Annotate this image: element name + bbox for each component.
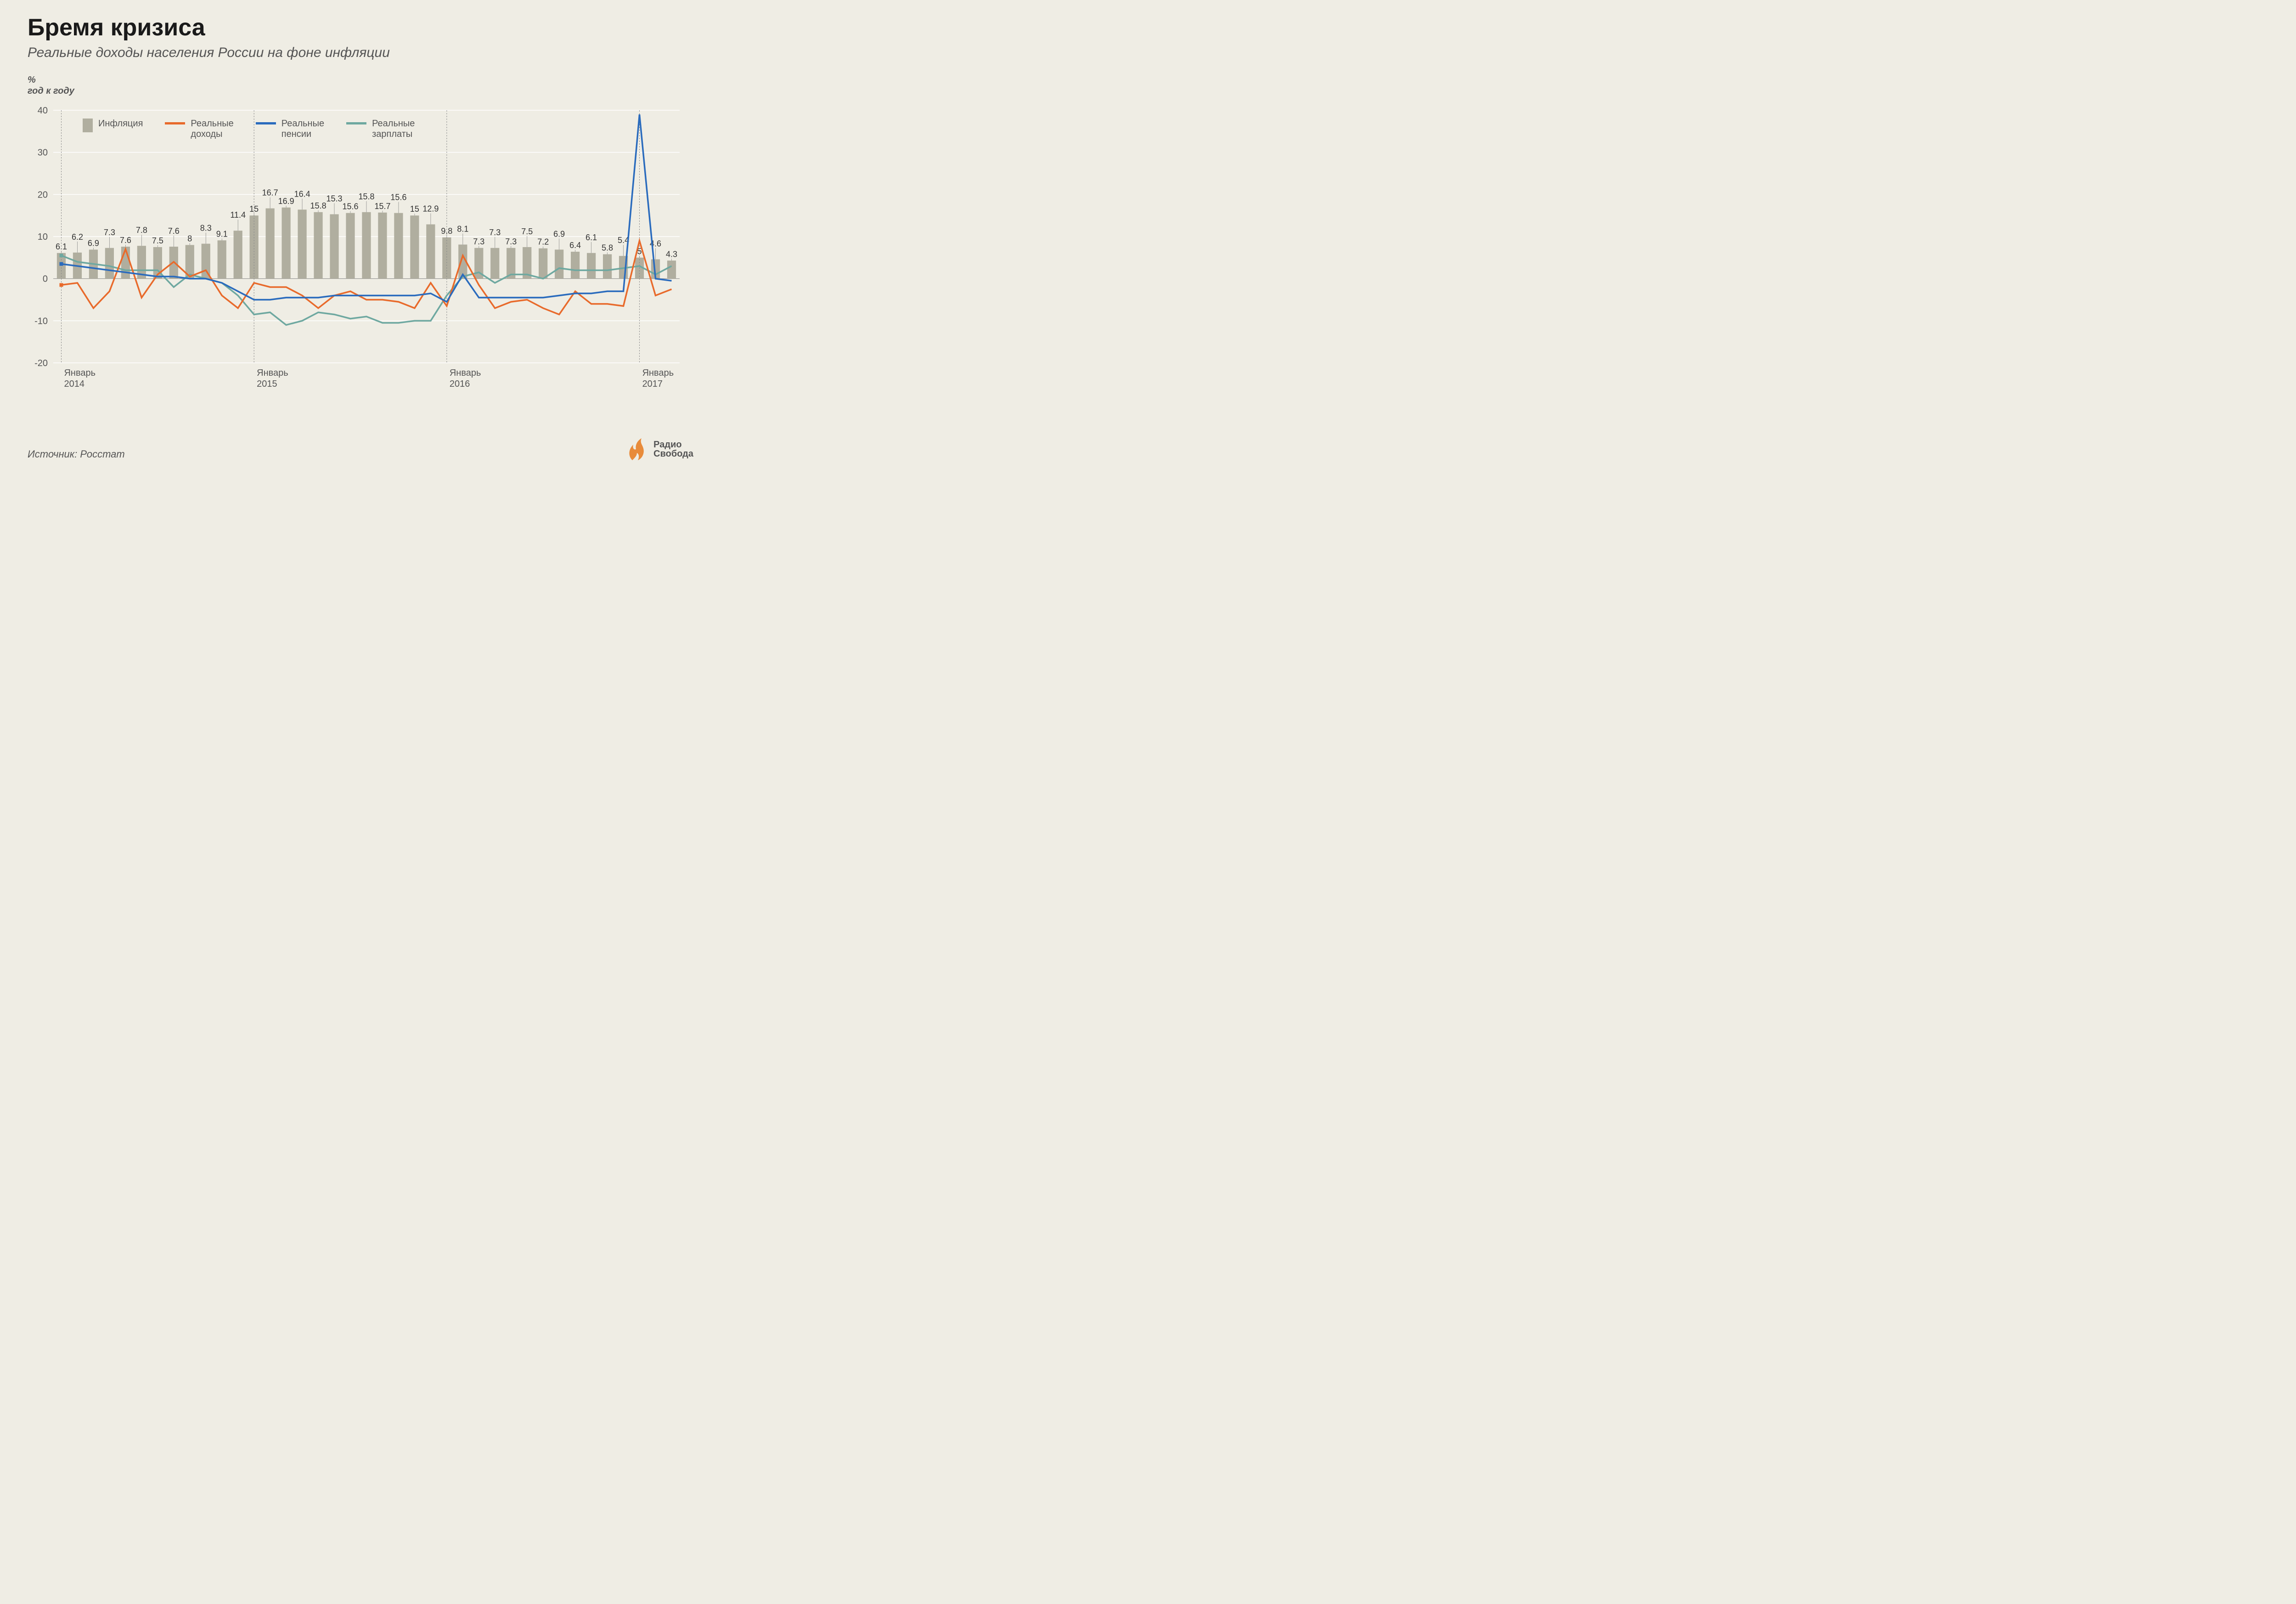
bar-value-label: 7.8 bbox=[136, 226, 147, 235]
series-start-marker bbox=[59, 262, 63, 266]
inflation-bar bbox=[410, 215, 419, 279]
legend-item: Реальныепенсии bbox=[256, 119, 324, 140]
bar-value-label: 15.7 bbox=[374, 202, 390, 211]
bar-value-label: 15.3 bbox=[326, 194, 343, 203]
bar-value-label: 8.1 bbox=[457, 224, 468, 233]
inflation-bar bbox=[603, 254, 612, 279]
bar-value-label: 6.2 bbox=[72, 232, 83, 242]
bar-value-label: 16.7 bbox=[262, 188, 278, 198]
bar-value-label: 15.8 bbox=[358, 192, 374, 201]
y-tick-label: 40 bbox=[38, 106, 48, 116]
y-tick-label: -20 bbox=[34, 358, 48, 368]
inflation-bar bbox=[105, 248, 114, 279]
inflation-bar bbox=[378, 213, 387, 279]
source-text: Источник: Росстат bbox=[28, 448, 125, 460]
y-tick-label: -10 bbox=[34, 316, 48, 326]
chart-subtitle: Реальные доходы населения России на фоне… bbox=[28, 45, 689, 61]
inflation-bar bbox=[346, 213, 355, 279]
bar-value-label: 7.5 bbox=[152, 236, 163, 245]
y-axis-label: % год к году bbox=[28, 74, 689, 96]
inflation-bar bbox=[250, 215, 259, 279]
legend-label: Реальныепенсии bbox=[281, 119, 324, 140]
brand-logo: РадиоСвобода bbox=[623, 436, 693, 462]
x-axis-label: 2015 bbox=[257, 379, 277, 389]
chart-title: Бремя кризиса bbox=[28, 14, 689, 41]
inflation-bar bbox=[330, 214, 338, 278]
bar-value-label: 7.6 bbox=[120, 236, 131, 245]
bar-value-label: 7.5 bbox=[521, 227, 533, 236]
inflation-bar bbox=[314, 212, 322, 279]
bar-value-label: 16.4 bbox=[294, 189, 310, 198]
x-axis-label: Январь bbox=[642, 368, 674, 378]
bar-value-label: 6.9 bbox=[553, 229, 565, 238]
x-axis-label: 2016 bbox=[450, 379, 470, 389]
y-tick-label: 10 bbox=[38, 232, 48, 242]
inflation-bar bbox=[298, 209, 306, 278]
bar-value-label: 6.4 bbox=[569, 241, 581, 250]
legend-item: Инфляция bbox=[83, 119, 143, 132]
inflation-bar bbox=[490, 248, 499, 279]
legend-label: Инфляция bbox=[98, 119, 143, 129]
legend-swatch bbox=[346, 122, 366, 124]
x-axis-label: Январь bbox=[64, 368, 96, 378]
bar-value-label: 7.6 bbox=[168, 226, 180, 236]
bar-value-label: 15.6 bbox=[390, 193, 406, 202]
bar-value-label: 7.3 bbox=[104, 228, 115, 237]
x-axis-label: Январь bbox=[450, 368, 481, 378]
legend-item: Реальныезарплаты bbox=[346, 119, 415, 140]
inflation-bar bbox=[571, 252, 580, 279]
y-tick-label: 30 bbox=[38, 148, 48, 158]
inflation-bar bbox=[539, 249, 547, 279]
inflation-bar bbox=[667, 260, 676, 278]
series-start-marker bbox=[59, 283, 63, 287]
legend-item: Реальныедоходы bbox=[165, 119, 233, 140]
legend-swatch bbox=[256, 122, 276, 124]
inflation-bar bbox=[266, 209, 275, 279]
inflation-bar bbox=[362, 212, 371, 279]
bar-value-label: 8 bbox=[187, 234, 192, 243]
bar-value-label: 7.3 bbox=[473, 237, 484, 246]
inflation-bar bbox=[426, 224, 435, 278]
x-axis-label: 2017 bbox=[642, 379, 663, 389]
flame-icon bbox=[623, 436, 649, 462]
bar-value-label: 12.9 bbox=[422, 204, 439, 213]
bar-value-label: 9.8 bbox=[441, 226, 452, 236]
bar-value-label: 4.3 bbox=[666, 249, 677, 259]
inflation-bar bbox=[555, 249, 563, 278]
bar-value-label: 6.1 bbox=[585, 233, 597, 242]
bar-value-label: 6.9 bbox=[88, 238, 99, 248]
bar-value-label: 11.4 bbox=[230, 210, 246, 220]
x-axis-label: 2014 bbox=[64, 379, 84, 389]
legend-label: Реальныезарплаты bbox=[372, 119, 415, 140]
bar-value-label: 9.1 bbox=[216, 229, 228, 238]
legend-swatch bbox=[83, 119, 93, 132]
bar-value-label: 15.6 bbox=[343, 202, 359, 211]
series-start-marker bbox=[59, 254, 63, 257]
bar-value-label: 7.3 bbox=[489, 228, 501, 237]
bar-value-label: 16.9 bbox=[278, 197, 294, 206]
main-chart: -20 -10 0 10 20 30 40 6.1 6.2 6.9 7.3 7.6 7.8 7.5 7.6 8… bbox=[28, 101, 689, 404]
legend: Инфляция Реальныедоходы Реальныепенсии Реал… bbox=[83, 119, 415, 140]
legend-label: Реальныедоходы bbox=[191, 119, 233, 140]
inflation-bar bbox=[282, 208, 291, 279]
inflation-bar bbox=[202, 244, 210, 279]
brand-text: РадиоСвобода bbox=[653, 440, 693, 458]
inflation-bar bbox=[587, 253, 596, 279]
inflation-bar bbox=[218, 240, 226, 278]
inflation-bar bbox=[234, 231, 242, 278]
bar-value-label: 5.8 bbox=[602, 243, 613, 253]
bar-value-label: 15.8 bbox=[310, 201, 326, 210]
bar-value-label: 7.3 bbox=[505, 237, 517, 246]
y-tick-label: 0 bbox=[43, 274, 48, 284]
x-axis-label: Январь bbox=[257, 368, 288, 378]
bar-value-label: 8.3 bbox=[200, 224, 212, 233]
inflation-bar bbox=[394, 213, 403, 279]
y-tick-label: 20 bbox=[38, 190, 48, 200]
bar-value-label: 15 bbox=[410, 204, 419, 214]
bar-value-label: 7.2 bbox=[537, 237, 549, 247]
legend-swatch bbox=[165, 122, 185, 124]
